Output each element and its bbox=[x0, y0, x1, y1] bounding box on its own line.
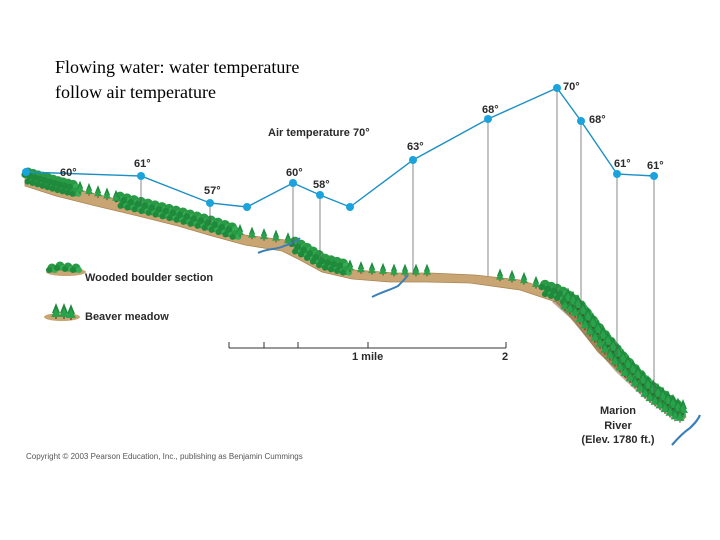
conifer-tree bbox=[368, 261, 376, 275]
temperature-point bbox=[650, 172, 658, 180]
air-temperature-profile: 60° 61° 57° 60° 58° 63° 68° 70° 68° 61° 61° bbox=[22, 81, 664, 393]
temperature-line bbox=[25, 87, 655, 208]
conifer-tree bbox=[85, 182, 93, 196]
temperature-point bbox=[484, 115, 492, 123]
temperature-point bbox=[206, 199, 214, 207]
temperature-label: 63° bbox=[407, 141, 424, 153]
conifer-tree bbox=[532, 275, 540, 289]
conifer-tree bbox=[520, 271, 528, 285]
temperature-label: 61° bbox=[647, 160, 664, 172]
temperature-label: 68° bbox=[589, 114, 606, 126]
temperature-point bbox=[553, 84, 561, 92]
temperature-point bbox=[289, 179, 297, 187]
conifer-tree bbox=[248, 226, 256, 240]
conifer-tree bbox=[508, 269, 516, 283]
temperature-label: 70° bbox=[563, 81, 580, 93]
river-elevation-label: (Elev. 1780 ft.) bbox=[581, 434, 654, 446]
temperature-point bbox=[409, 156, 417, 164]
stream-segment-1 bbox=[257, 237, 301, 254]
title-line-2: follow air temperature bbox=[55, 82, 216, 102]
temperature-point bbox=[346, 203, 354, 211]
scale-mile-label: 1 mile bbox=[352, 351, 383, 363]
scale-bar: 1 mile 2 bbox=[228, 342, 508, 363]
stream-segment-2 bbox=[371, 274, 409, 298]
river-name-line-2: River bbox=[604, 420, 632, 432]
conifer-tree bbox=[423, 263, 431, 277]
title-line-1: Flowing water: water temperature bbox=[55, 57, 300, 77]
legend: Wooded boulder section Beaver meadow bbox=[44, 261, 213, 323]
temperature-point bbox=[613, 170, 621, 178]
temperature-label: 61° bbox=[614, 158, 631, 170]
slide-title: Flowing water: water temperature follow … bbox=[55, 55, 299, 105]
temperature-label: 60° bbox=[60, 167, 77, 179]
air-temperature-label: Air temperature 70° bbox=[268, 127, 370, 139]
conifer-tree bbox=[272, 229, 280, 243]
temperature-label: 58° bbox=[313, 179, 330, 191]
ground-profile bbox=[24, 174, 687, 422]
conifer-tree bbox=[357, 261, 365, 274]
temperature-point bbox=[316, 191, 324, 199]
conifer-tree bbox=[103, 187, 111, 201]
conifer-tree bbox=[496, 268, 504, 282]
scale-two-label: 2 bbox=[502, 351, 508, 363]
temperature-label: 68° bbox=[482, 104, 499, 116]
temperature-point bbox=[243, 203, 251, 211]
conifer-tree bbox=[401, 263, 409, 277]
river-name-line-1: Marion bbox=[600, 405, 636, 417]
temperature-point bbox=[22, 168, 30, 176]
temperature-label: 60° bbox=[286, 167, 303, 179]
copyright-notice: Copyright © 2003 Pearson Education, Inc.… bbox=[26, 452, 303, 461]
marion-river-water bbox=[671, 414, 702, 446]
conifer-tree bbox=[94, 185, 102, 198]
legend-meadow-swatch bbox=[44, 303, 80, 321]
conifer-tree bbox=[379, 262, 387, 276]
forest-vegetation bbox=[21, 167, 688, 423]
legend-wooded-swatch bbox=[46, 261, 86, 276]
temperature-point bbox=[577, 117, 585, 125]
conifer-tree bbox=[260, 227, 268, 241]
conifer-tree bbox=[390, 263, 398, 277]
temperature-label: 57° bbox=[204, 185, 221, 197]
temperature-label: 61° bbox=[134, 158, 151, 170]
legend-wooded-label: Wooded boulder section bbox=[85, 272, 213, 284]
legend-meadow-label: Beaver meadow bbox=[85, 311, 169, 323]
temperature-point bbox=[137, 172, 145, 180]
